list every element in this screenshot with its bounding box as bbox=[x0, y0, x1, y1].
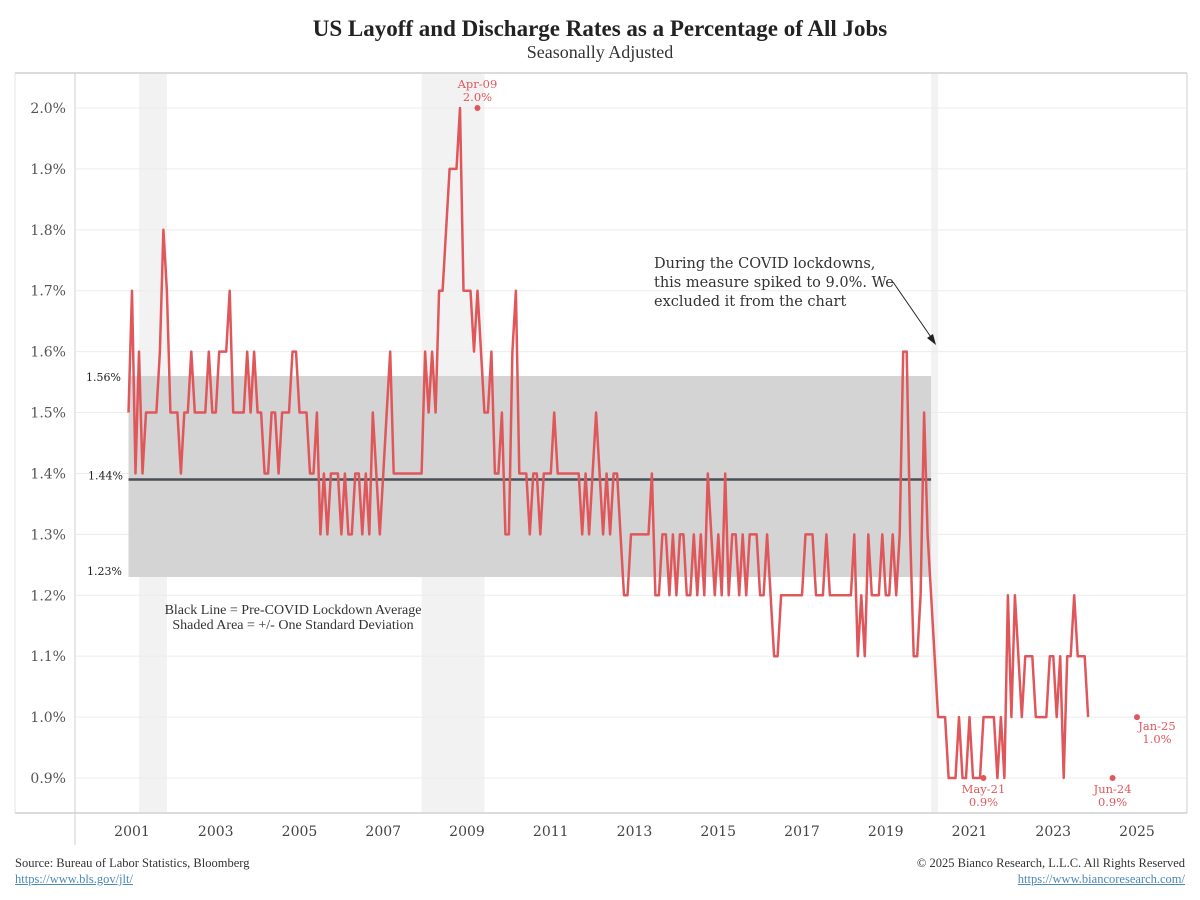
y-tick-label: 1.7% bbox=[30, 284, 66, 300]
annotation-marker bbox=[1109, 775, 1116, 781]
recession-shade bbox=[931, 74, 939, 812]
footer-copyright: © 2025 Bianco Research, L.L.C. All Right… bbox=[917, 855, 1185, 887]
y-tick-label: 1.3% bbox=[30, 527, 66, 543]
source-link[interactable]: https://www.bls.gov/jlt/ bbox=[15, 872, 133, 886]
x-tick-label: 2001 bbox=[114, 824, 150, 840]
y-tick-label: 2.0% bbox=[30, 101, 66, 117]
annotation-label-date: Apr-09 bbox=[457, 77, 498, 91]
x-tick-label: 2007 bbox=[365, 824, 401, 840]
annotation-marker bbox=[980, 775, 987, 781]
annotation-label-date: Jun-24 bbox=[1093, 782, 1132, 796]
chart-subtitle: Seasonally Adjusted bbox=[526, 42, 674, 62]
y-tick-label: 1.1% bbox=[30, 649, 66, 665]
legend-note-line2: Shaded Area = +/- One Standard Deviation bbox=[172, 618, 413, 633]
y-tick-label: 1.4% bbox=[30, 466, 66, 482]
band-upper-label: 1.56% bbox=[86, 371, 121, 384]
annotation-marker bbox=[474, 105, 481, 111]
y-tick-label: 1.5% bbox=[30, 406, 66, 422]
covid-note-line1: During the COVID lockdowns, bbox=[654, 256, 875, 272]
x-tick-label: 2023 bbox=[1035, 824, 1071, 840]
x-tick-label: 2021 bbox=[952, 824, 988, 840]
x-tick-label: 2011 bbox=[533, 824, 569, 840]
covid-note-line2: this measure spiked to 9.0%. We bbox=[654, 275, 894, 291]
chart-title: US Layoff and Discharge Rates as a Perce… bbox=[312, 16, 888, 41]
y-tick-label: 1.0% bbox=[30, 710, 66, 726]
covid-note-arrow bbox=[892, 281, 934, 341]
average-label: 1.44% bbox=[88, 470, 123, 483]
copyright-link[interactable]: https://www.biancoresearch.com/ bbox=[1017, 872, 1185, 886]
band-lower-label: 1.23% bbox=[87, 565, 122, 578]
y-tick-label: 0.9% bbox=[30, 771, 66, 787]
x-tick-label: 2017 bbox=[784, 824, 820, 840]
y-tick-label: 1.9% bbox=[30, 162, 66, 178]
y-tick-label: 1.6% bbox=[30, 345, 66, 361]
arrow-head-icon bbox=[927, 334, 936, 345]
x-tick-label: 2013 bbox=[617, 824, 653, 840]
annotation-label-value: 1.0% bbox=[1142, 732, 1171, 746]
footer-source: Source: Bureau of Labor Statistics, Bloo… bbox=[15, 855, 249, 887]
annotation-label-date: May-21 bbox=[962, 782, 1006, 796]
covid-note-line3: excluded it from the chart bbox=[654, 294, 846, 310]
x-tick-label: 2003 bbox=[198, 824, 234, 840]
x-tick-label: 2025 bbox=[1119, 824, 1155, 840]
source-text: Source: Bureau of Labor Statistics, Bloo… bbox=[15, 856, 250, 870]
annotation-label-value: 0.9% bbox=[1098, 795, 1127, 809]
x-tick-label: 2009 bbox=[449, 824, 485, 840]
x-tick-label: 2015 bbox=[700, 824, 736, 840]
x-tick-label: 2019 bbox=[868, 824, 904, 840]
y-tick-label: 1.8% bbox=[30, 223, 66, 239]
annotation-label-value: 2.0% bbox=[463, 90, 492, 104]
series-line bbox=[127, 106, 1090, 780]
x-tick-label: 2005 bbox=[282, 824, 318, 840]
legend-note-line1: Black Line = Pre-COVID Lockdown Average bbox=[165, 603, 422, 618]
annotation-label-date: Jan-25 bbox=[1137, 719, 1175, 733]
annotation-label-value: 0.9% bbox=[969, 795, 998, 809]
std-dev-band bbox=[128, 376, 932, 577]
y-tick-label: 1.2% bbox=[30, 588, 66, 604]
copyright-text: © 2025 Bianco Research, L.L.C. All Right… bbox=[916, 856, 1185, 870]
